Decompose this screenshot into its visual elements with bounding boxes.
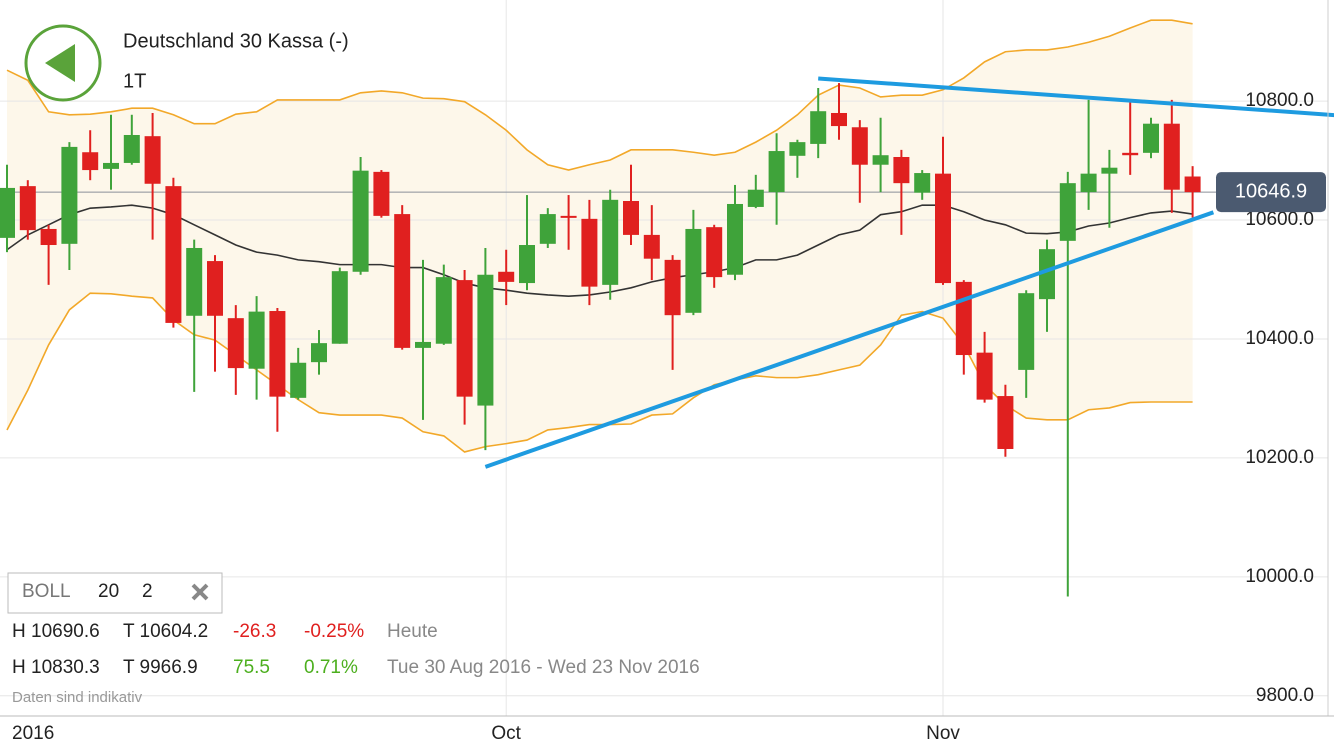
back-button[interactable] — [24, 24, 102, 102]
y-tick-label: 10400.0 — [1245, 328, 1314, 349]
candle-body — [394, 214, 411, 348]
bollinger-upper — [6, 19, 1193, 171]
x-tick-label: Nov — [926, 723, 960, 744]
candle-body — [123, 134, 140, 163]
y-tick-label: 10600.0 — [1245, 209, 1314, 230]
candle-body — [872, 155, 889, 165]
candle-body — [61, 146, 78, 244]
last-price-badge — [1216, 172, 1326, 213]
today-change: -26.3 — [233, 621, 276, 642]
note: Daten sind indikativ — [12, 689, 143, 706]
candle-body — [477, 274, 494, 406]
candle-body — [103, 162, 119, 169]
candle-body — [664, 259, 681, 316]
today-low: T 10604.2 — [123, 621, 208, 642]
candle-body — [623, 201, 639, 235]
remove-icon[interactable] — [191, 583, 209, 601]
candle-body — [0, 187, 15, 238]
today-change-pct: -0.25% — [304, 621, 364, 642]
candle-body — [789, 142, 806, 156]
band-fill — [7, 20, 1193, 452]
candle-body — [498, 271, 515, 282]
range-change-pct: 0.71% — [304, 657, 358, 678]
candle-body — [997, 396, 1014, 449]
candle-body — [893, 156, 910, 184]
today-label: Heute — [387, 621, 438, 642]
candle-body — [914, 173, 931, 193]
y-tick-label: 10000.0 — [1245, 566, 1314, 587]
candle-body — [248, 311, 265, 369]
candle-body — [955, 281, 972, 356]
candle-body — [1143, 123, 1159, 153]
candle-body — [602, 199, 619, 285]
range-high: H 10830.3 — [12, 657, 100, 678]
candle-body — [165, 186, 182, 323]
candle-body — [82, 152, 99, 171]
candle-body — [207, 261, 223, 316]
candle-body — [851, 127, 868, 165]
range-low: T 9966.9 — [123, 657, 198, 678]
candle-body — [935, 173, 951, 284]
candle-body — [269, 311, 286, 397]
candle-body — [1039, 249, 1055, 300]
candle-body — [456, 280, 473, 397]
candle-body — [1163, 123, 1180, 190]
candle-body — [706, 227, 723, 278]
candle-body — [581, 218, 598, 287]
candle-body — [186, 247, 203, 316]
last-price-label: 10646.9 — [1235, 180, 1307, 202]
candle-body — [144, 136, 161, 184]
candle-body — [768, 151, 785, 193]
candle-body — [976, 352, 993, 400]
candle-body — [727, 203, 743, 275]
candle-body — [519, 245, 535, 284]
bollinger-middle — [6, 204, 1193, 297]
interval: 1T — [123, 70, 146, 92]
trendline — [818, 76, 1334, 118]
indicator-name: BOLL — [22, 581, 71, 602]
candle-body — [1018, 293, 1035, 370]
candle-body — [352, 170, 369, 272]
indicator-box — [7, 572, 223, 614]
period-label: 2016 — [12, 723, 54, 744]
indicator-deviation: 2 — [142, 581, 153, 602]
indicator-period: 20 — [98, 581, 119, 602]
trendline — [484, 210, 1215, 469]
candle-body — [373, 171, 390, 216]
y-tick-label: 10200.0 — [1245, 447, 1314, 468]
candle-body — [1122, 152, 1139, 156]
candle-body — [810, 111, 827, 144]
range-change: 75.5 — [233, 657, 270, 678]
candle-body — [311, 343, 327, 363]
y-tick-label: 9800.0 — [1256, 685, 1314, 706]
candle-body — [1184, 176, 1201, 193]
candle-body — [435, 277, 452, 344]
candle-body — [747, 189, 764, 207]
title: Deutschland 30 Kassa (-) — [123, 30, 349, 52]
plot-area — [0, 0, 1334, 716]
candle-body — [1101, 167, 1118, 174]
candle-body — [290, 362, 307, 398]
y-tick-label: 10800.0 — [1245, 90, 1314, 111]
candle-body — [415, 341, 431, 348]
candle-body — [685, 228, 702, 313]
x-tick-label: Oct — [491, 723, 521, 744]
candle-body — [1080, 173, 1097, 193]
bollinger-lower — [6, 292, 1193, 453]
remove-indicator[interactable] — [191, 583, 209, 601]
candle-body — [539, 214, 556, 244]
candle-body — [831, 112, 847, 127]
candle-body — [1059, 183, 1076, 241]
candle-body — [560, 215, 577, 218]
candle-body — [40, 228, 57, 246]
today-high: H 10690.6 — [12, 621, 100, 642]
candle-body — [643, 234, 660, 259]
candle-body — [331, 271, 348, 344]
candle-body — [19, 186, 36, 231]
back-arrow[interactable] — [45, 44, 75, 82]
range-label: Tue 30 Aug 2016 - Wed 23 Nov 2016 — [387, 657, 700, 678]
candle-body — [227, 318, 244, 369]
